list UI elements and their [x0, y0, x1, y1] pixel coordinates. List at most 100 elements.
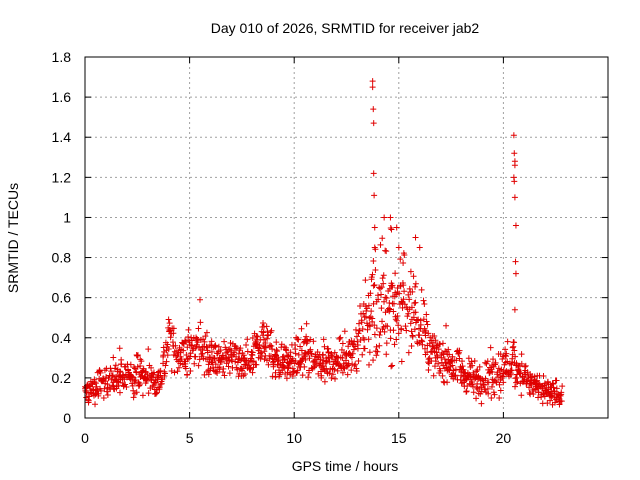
data-point	[143, 377, 150, 384]
data-point	[357, 303, 364, 310]
data-point	[170, 325, 177, 332]
data-point	[213, 368, 220, 375]
data-point	[449, 362, 456, 369]
data-point	[431, 333, 438, 340]
data-point	[302, 356, 309, 363]
data-point	[443, 322, 450, 329]
data-point	[366, 323, 373, 330]
data-point	[531, 373, 538, 380]
data-point	[306, 355, 313, 362]
y-tick-label: 1.6	[52, 89, 72, 105]
data-point	[116, 389, 123, 396]
data-point	[395, 244, 402, 251]
data-point	[416, 244, 423, 251]
data-point	[159, 376, 166, 383]
data-point	[212, 361, 219, 368]
y-tick-label: 0	[63, 410, 71, 426]
data-point	[185, 326, 192, 333]
data-point	[434, 353, 441, 360]
data-point	[395, 330, 402, 337]
data-point	[411, 326, 418, 333]
data-point	[203, 343, 210, 350]
data-point	[398, 325, 405, 332]
data-point	[482, 359, 489, 366]
data-point	[283, 375, 290, 382]
data-point	[156, 384, 163, 391]
data-point	[449, 353, 456, 360]
data-point	[539, 383, 546, 390]
data-point	[393, 336, 400, 343]
data-point	[127, 361, 134, 368]
data-point	[97, 369, 104, 376]
data-point	[471, 357, 478, 364]
data-point	[321, 378, 328, 385]
data-point	[476, 363, 483, 370]
data-point	[394, 312, 401, 319]
data-point	[253, 333, 260, 340]
data-point	[98, 387, 105, 394]
data-point	[354, 342, 361, 349]
data-point	[341, 328, 348, 335]
data-point	[495, 365, 502, 372]
data-point	[237, 345, 244, 352]
data-point	[507, 370, 514, 377]
data-point	[138, 358, 145, 365]
data-point	[386, 300, 393, 307]
data-point	[492, 359, 499, 366]
data-point	[139, 392, 146, 399]
data-point	[204, 349, 211, 356]
data-point	[189, 342, 196, 349]
data-point	[301, 363, 308, 370]
data-point	[86, 393, 93, 400]
data-point	[410, 273, 417, 280]
data-point	[383, 340, 390, 347]
data-point	[184, 372, 191, 379]
data-point	[352, 361, 359, 368]
data-point	[356, 320, 363, 327]
data-point	[337, 334, 344, 341]
data-point	[353, 333, 360, 340]
data-point	[267, 342, 274, 349]
data-point	[379, 318, 386, 325]
data-point	[380, 280, 387, 287]
data-point	[339, 355, 346, 362]
data-point	[383, 351, 390, 358]
data-point	[473, 368, 480, 375]
data-point	[473, 395, 480, 402]
data-point	[153, 389, 160, 396]
data-point	[266, 355, 273, 362]
data-point	[400, 282, 407, 289]
data-point	[225, 363, 232, 370]
data-point	[417, 317, 424, 324]
data-point	[295, 351, 302, 358]
data-point	[356, 327, 363, 334]
data-point	[168, 367, 175, 374]
data-point	[345, 360, 352, 367]
x-tick-labels: 0 5 10 15 20	[81, 430, 511, 446]
data-point	[100, 394, 107, 401]
data-point	[418, 286, 425, 293]
data-point	[92, 380, 99, 387]
data-point	[289, 373, 296, 380]
y-tick-label: 1.4	[52, 129, 72, 145]
data-point	[225, 346, 232, 353]
data-point	[371, 244, 378, 251]
data-point	[162, 362, 169, 369]
data-point	[153, 379, 160, 386]
data-point	[313, 361, 320, 368]
data-point	[368, 276, 375, 283]
data-point	[387, 214, 394, 221]
data-point	[397, 256, 404, 263]
data-point	[452, 372, 459, 379]
data-point	[172, 342, 179, 349]
y-tick-label: 0.2	[52, 370, 72, 386]
x-tick-label: 10	[286, 430, 302, 446]
data-point	[370, 357, 377, 364]
data-point	[318, 374, 325, 381]
data-point	[137, 362, 144, 369]
data-point	[209, 359, 216, 366]
data-point	[390, 308, 397, 315]
data-point	[256, 345, 263, 352]
data-point	[157, 367, 164, 374]
